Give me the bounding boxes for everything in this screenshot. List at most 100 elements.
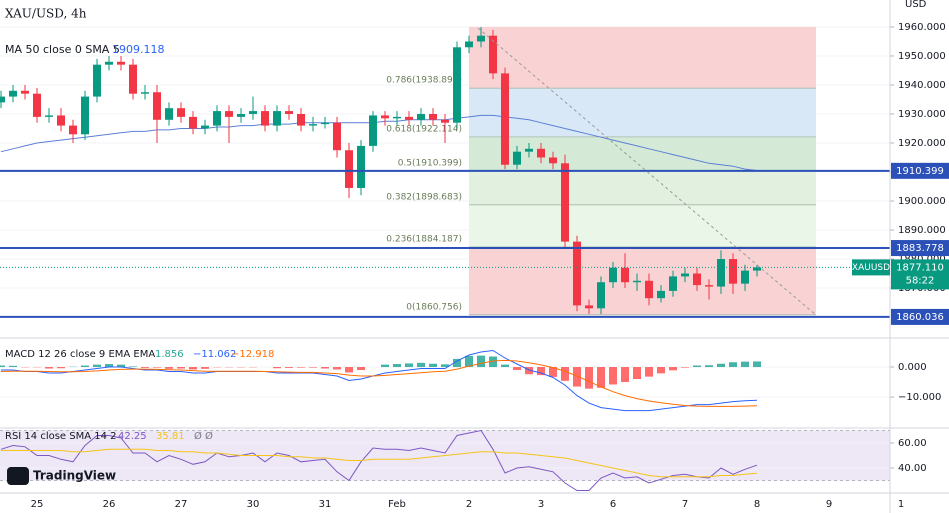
price-label-box (891, 240, 949, 257)
candle-body (69, 125, 77, 135)
fib-zone (469, 204, 816, 247)
histogram-bar (333, 367, 341, 370)
candle-body (609, 267, 617, 283)
candle-body (549, 157, 557, 164)
histogram-bar (573, 367, 581, 387)
x-tick-label: Feb (388, 499, 406, 510)
histogram-bar (597, 367, 605, 388)
candle-body (381, 115, 389, 119)
readout: 1.856 (155, 349, 184, 360)
indicator-line (0, 429, 758, 491)
candle-body (681, 273, 689, 277)
candle-body (753, 267, 761, 271)
logo (7, 467, 29, 485)
histogram-bar (297, 367, 305, 368)
price-label-box (891, 308, 949, 325)
histogram-bar (129, 366, 137, 368)
axis-unit: USD (905, 0, 927, 10)
histogram-bar (645, 367, 653, 377)
candle-body (249, 111, 257, 114)
candle-body (717, 259, 725, 287)
candle-body (369, 115, 377, 146)
x-tick-label: 6 (610, 499, 616, 510)
candle-body (285, 111, 293, 114)
candle-body (117, 61, 125, 65)
histogram-bar (105, 364, 113, 368)
candle-body (9, 90, 17, 97)
candle-body (525, 148, 533, 152)
histogram-bar (549, 367, 557, 377)
x-tick-label: 31 (319, 499, 332, 510)
readout: 35.81 (156, 431, 185, 442)
histogram-bar (657, 367, 665, 374)
candle-body (273, 111, 281, 126)
histogram-bar (189, 367, 197, 370)
candle-body (33, 93, 41, 117)
candle-body (693, 273, 701, 286)
histogram-bar (165, 367, 173, 369)
fib-label: 0.5(1910.399) (398, 158, 462, 168)
readout: Ø Ø (194, 430, 213, 442)
ma-value: 1909.118 (112, 43, 165, 56)
candle-body (573, 241, 581, 306)
candle-body (237, 113, 245, 117)
candle-body (393, 116, 401, 119)
trend-line (477, 27, 817, 316)
readout: 42.25 (118, 431, 147, 442)
histogram-bar (177, 367, 185, 369)
histogram-bar (609, 367, 617, 385)
indicator-line (1, 448, 758, 478)
candle-body (81, 96, 89, 135)
symbol-box (852, 259, 890, 276)
fib-zone (469, 88, 816, 137)
candle-body (201, 125, 209, 129)
histogram-bar (537, 367, 545, 376)
candle-body (177, 108, 185, 117)
candle-body (333, 122, 341, 151)
last-price-label: 1877.110 (896, 262, 944, 273)
candle-body (345, 150, 353, 188)
histogram-bar (729, 362, 737, 368)
candle-body (309, 124, 317, 126)
candle-body (645, 280, 653, 299)
symbol-title: XAU/USD, 4h (5, 7, 87, 21)
candle-body (321, 122, 329, 125)
histogram-bar (45, 367, 53, 369)
candle-body (441, 119, 449, 123)
histogram-bar (477, 355, 485, 368)
histogram-bar (489, 356, 497, 368)
histogram-bar (717, 363, 725, 368)
y-tick-label: 1940.000 (898, 80, 946, 91)
histogram-bar (93, 364, 101, 368)
histogram-bar (633, 367, 641, 380)
watermark-text: TradingView (33, 469, 116, 483)
fib-label: 0.618(1922.114) (386, 124, 462, 134)
candle-body (429, 113, 437, 120)
price-label: 1883.778 (896, 243, 944, 254)
fib-label: 0.786(1938.894) (386, 76, 462, 86)
candle-body (189, 116, 197, 129)
histogram-bar (441, 364, 449, 368)
histogram-bar (525, 367, 533, 375)
histogram-bar (201, 367, 209, 369)
candle-body (669, 276, 677, 291)
histogram-bar (585, 367, 593, 389)
symbol-label: XAUUSD (852, 263, 890, 273)
candle-body (513, 151, 521, 165)
candle-body (501, 73, 509, 165)
histogram-bar (273, 367, 281, 369)
candle-body (585, 305, 593, 309)
x-tick-label: 26 (103, 499, 116, 510)
x-tick-label: 7 (682, 499, 688, 510)
candle-body (45, 115, 53, 117)
candle-body (417, 113, 425, 120)
histogram-bar (693, 365, 701, 368)
x-tick-label: 30 (247, 499, 260, 510)
histogram-bar (753, 361, 761, 368)
candle-body (741, 270, 749, 284)
candle-body (489, 35, 497, 74)
histogram-bar (561, 367, 569, 381)
histogram-bar (117, 364, 125, 368)
y-tick-label: 1890.000 (898, 225, 946, 236)
indicator-line (1, 349, 758, 412)
